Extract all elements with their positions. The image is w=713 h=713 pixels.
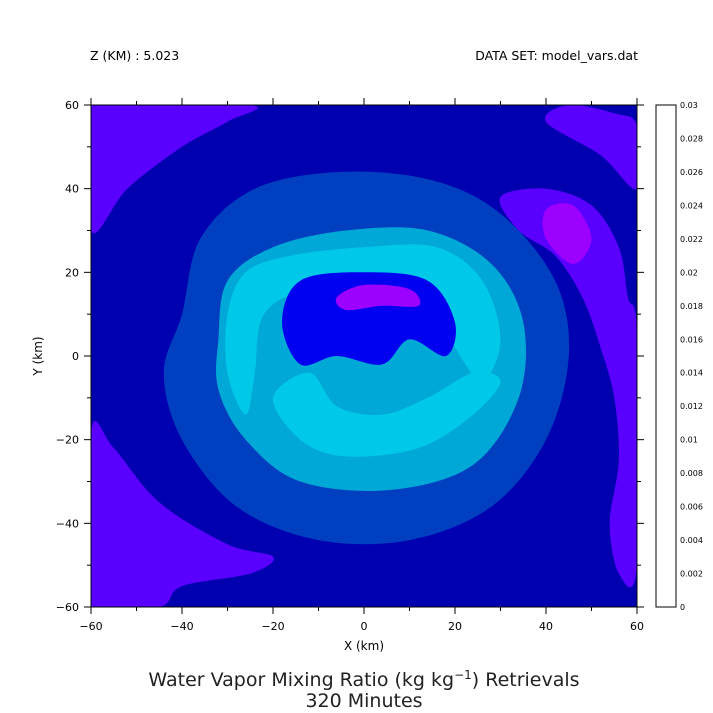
y-tick-label: −60 — [56, 601, 79, 614]
colorbar-label: 0.01 — [680, 436, 698, 445]
y-tick-label: 60 — [65, 99, 79, 112]
header-level-label: Z (KM) : 5.023 — [90, 48, 179, 63]
field-moist-band-south — [272, 371, 501, 457]
x-axis-label: X (km) — [344, 639, 384, 653]
colorbar-label: 0.006 — [680, 503, 703, 512]
x-tick-label: 0 — [361, 620, 368, 633]
y-tick-label: 0 — [72, 350, 79, 363]
chart-title-superscript: −1 — [454, 668, 472, 682]
x-tick-label: 40 — [539, 620, 553, 633]
y-tick-label: −20 — [56, 434, 79, 447]
field-dry-east-core — [542, 203, 592, 264]
colorbar-label: 0.004 — [680, 536, 703, 545]
x-tick-label: −60 — [79, 620, 102, 633]
colorbar-label: 0.014 — [680, 369, 703, 378]
colorbar: 0 0.002 0.004 0.006 0.008 0.01 0.012 0.014 0.016… — [655, 101, 703, 612]
field-dry-northwest — [91, 105, 258, 234]
chart-title-line2: 320 Minutes — [305, 690, 422, 712]
colorbar-label: 0.02 — [680, 268, 698, 277]
chart-title-line1: Water Vapor Mixing Ratio (kg kg−1) Retri… — [148, 668, 579, 691]
colorbar-label: 0.026 — [680, 168, 703, 177]
y-axis: −60 −40 −20 0 20 40 60 — [56, 99, 644, 614]
colorbar-label: 0.008 — [680, 469, 703, 478]
y-tick-label: 40 — [65, 183, 79, 196]
header-dataset-label: DATA SET: model_vars.dat — [475, 48, 638, 63]
field-dry-core-center — [335, 284, 421, 311]
y-tick-label: 20 — [65, 266, 79, 279]
colorbar-label: 0.002 — [680, 570, 703, 579]
field-dry-southwest — [91, 421, 274, 607]
colorbar-label: 0.028 — [680, 134, 703, 143]
y-axis-label: Y (km) — [31, 336, 45, 376]
x-tick-label: −20 — [261, 620, 284, 633]
colorbar-label: 0.022 — [680, 235, 703, 244]
colorbar-frame — [655, 104, 677, 608]
colorbar-label: 0.024 — [680, 201, 703, 210]
chart-title-tail: ) Retrievals — [472, 669, 580, 691]
x-tick-label: −40 — [170, 620, 193, 633]
colorbar-label: 0.03 — [680, 101, 698, 110]
y-tick-label: −40 — [56, 517, 79, 530]
field-dry-northeast — [544, 105, 637, 190]
colorbar-label: 0.016 — [680, 335, 703, 344]
field-dry-east — [499, 188, 637, 588]
contour-field — [91, 105, 637, 607]
colorbar-label: 0 — [680, 603, 685, 612]
x-tick-label: 60 — [630, 620, 644, 633]
colorbar-label: 0.018 — [680, 302, 703, 311]
x-tick-label: 20 — [448, 620, 462, 633]
x-axis: −60 −40 −20 0 20 40 60 — [79, 98, 644, 633]
colorbar-label: 0.012 — [680, 402, 703, 411]
chart-title-main: Water Vapor Mixing Ratio (kg kg — [148, 669, 454, 691]
